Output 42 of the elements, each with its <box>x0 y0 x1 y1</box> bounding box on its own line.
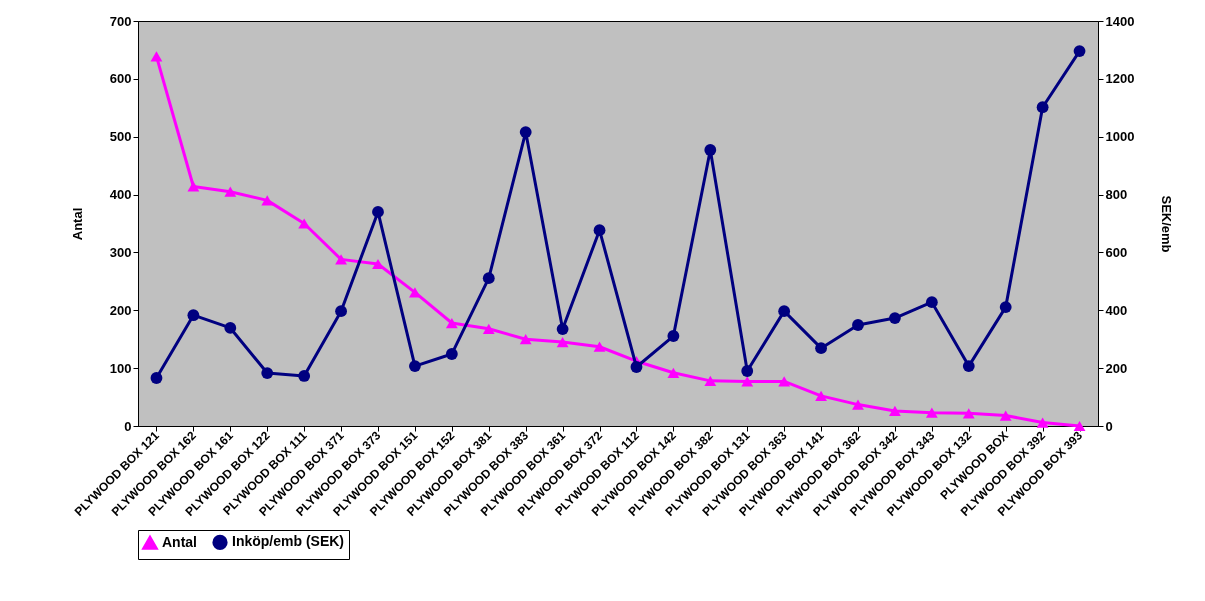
point <box>999 301 1012 314</box>
y2-tick-label: 200 <box>1105 360 1128 376</box>
y-tick-label: 300 <box>109 244 132 260</box>
point <box>962 360 975 373</box>
point <box>445 317 458 329</box>
y2-tick-label: 1000 <box>1105 129 1135 145</box>
point <box>482 272 495 285</box>
point <box>778 376 791 387</box>
y2-axis-title: SEK/emb <box>1159 195 1175 253</box>
y-tick-label: 100 <box>109 360 132 376</box>
point <box>261 367 274 379</box>
legend-label: Inköp/emb (SEK) <box>232 533 345 550</box>
y2-tick-label: 600 <box>1105 244 1128 260</box>
point <box>925 407 938 418</box>
point <box>815 342 827 355</box>
y2-tick-label: 0 <box>1105 418 1113 434</box>
y2-tick-label: 1200 <box>1105 71 1135 87</box>
point <box>962 408 975 419</box>
point <box>445 348 458 360</box>
legend-label: Antal <box>162 533 197 550</box>
y2-tick-label: 1400 <box>1105 13 1135 29</box>
point <box>335 305 347 318</box>
point <box>741 376 754 387</box>
point <box>741 365 754 377</box>
y-tick-label: 0 <box>124 418 132 434</box>
y-tick-label: 600 <box>109 71 132 87</box>
y-axis-title: Antal <box>69 207 85 241</box>
point <box>925 296 938 309</box>
y-tick-label: 200 <box>109 302 132 318</box>
y-tick-label: 500 <box>109 129 132 145</box>
point <box>1036 101 1049 114</box>
point <box>482 323 495 334</box>
point <box>409 360 421 373</box>
y-tick-label: 700 <box>109 13 132 29</box>
point <box>778 305 791 318</box>
point <box>298 370 311 382</box>
point <box>261 195 274 206</box>
y2-tick-label: 400 <box>1105 302 1128 318</box>
y2-tick-label: 800 <box>1105 187 1128 203</box>
point <box>187 309 200 322</box>
y-tick-label: 400 <box>109 187 132 203</box>
point <box>593 224 606 237</box>
